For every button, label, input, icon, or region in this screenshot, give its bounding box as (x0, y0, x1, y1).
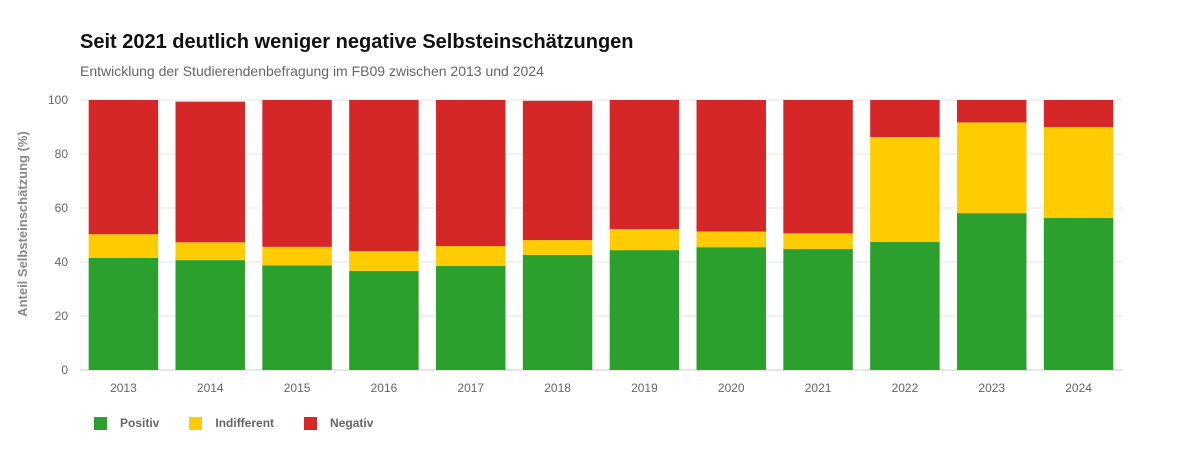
legend-item-indifferent[interactable]: Indifferent (189, 416, 274, 430)
bar-positiv-2015 (262, 265, 332, 370)
bar-negativ-2020 (696, 100, 766, 232)
bar-indifferent-2024 (1043, 127, 1114, 218)
y-tick-label: 0 (61, 363, 68, 377)
bar-positiv-2022 (870, 242, 940, 370)
bar-indifferent-2023 (957, 122, 1027, 214)
legend-item-positiv[interactable]: Positiv (94, 416, 159, 430)
bar-negativ-2018 (522, 100, 593, 241)
bar-indifferent-2017 (436, 246, 506, 266)
x-tick-label: 2018 (544, 381, 571, 395)
bar-indifferent-2016 (349, 251, 419, 271)
x-tick-label: 2023 (978, 381, 1005, 395)
bar-positiv-2017 (436, 265, 506, 370)
bar-positiv-2018 (522, 254, 593, 370)
bar-positiv-2016 (349, 270, 419, 370)
bar-positiv-2020 (696, 247, 766, 370)
legend-label: Indifferent (215, 416, 275, 430)
bar-negativ-2017 (436, 100, 506, 247)
grid-lines (80, 99, 1122, 371)
bars (88, 100, 1114, 370)
y-axis-label: Anteil Selbsteinschätzung (%) (15, 131, 30, 317)
bar-indifferent-2022 (870, 136, 940, 243)
x-tick-label: 2019 (631, 381, 658, 395)
bar-indifferent-2015 (262, 246, 332, 266)
bar-positiv-2014 (175, 260, 245, 370)
x-tick-label: 2021 (805, 381, 832, 395)
chart-subtitle: Entwicklung der Studierendenbefragung im… (80, 63, 544, 79)
bar-negativ-2019 (609, 100, 680, 230)
legend-item-negativ[interactable]: Negativ (304, 416, 373, 430)
bar-indifferent-2018 (522, 240, 593, 255)
bar-positiv-2021 (783, 249, 853, 370)
bar-positiv-2019 (609, 250, 680, 370)
bar-negativ-2015 (262, 100, 332, 247)
x-tick-label: 2015 (284, 381, 311, 395)
x-tick-label: 2014 (197, 381, 224, 395)
legend-swatch (94, 416, 107, 430)
bar-positiv-2024 (1043, 217, 1114, 370)
bar-indifferent-2021 (783, 233, 853, 250)
legend-label: Negativ (330, 416, 374, 430)
legend-swatch (189, 416, 203, 430)
bar-negativ-2024 (1043, 100, 1114, 127)
x-tick-label: 2013 (110, 381, 137, 395)
chart-title: Seit 2021 deutlich weniger negative Selb… (80, 31, 634, 53)
y-tick-label: 20 (55, 309, 69, 323)
chart-legend: Positiv Indifferent Negativ (94, 416, 373, 430)
bar-positiv-2023 (957, 213, 1027, 370)
x-tick-label: 2016 (371, 381, 398, 395)
bar-indifferent-2019 (609, 229, 680, 251)
y-tick-labels: 0 20 40 60 80 100 (48, 93, 68, 377)
bar-negativ-2022 (870, 100, 940, 137)
bar-negativ-2014 (175, 101, 245, 243)
legend-swatch (304, 416, 318, 430)
bar-negativ-2016 (349, 100, 419, 252)
bar-negativ-2013 (88, 100, 159, 235)
x-tick-label: 2017 (457, 381, 484, 395)
bar-positiv-2013 (88, 257, 159, 370)
bar-indifferent-2014 (175, 242, 245, 261)
x-tick-label: 2024 (1065, 381, 1092, 395)
x-tick-labels: 2013 2014 2015 2016 2017 2018 2019 2020 2021 2022… (110, 381, 1092, 395)
bar-negativ-2023 (957, 100, 1027, 123)
x-tick-label: 2022 (892, 381, 919, 395)
y-tick-label: 100 (48, 93, 68, 107)
y-tick-label: 40 (55, 255, 69, 269)
y-tick-label: 60 (55, 201, 69, 215)
y-tick-label: 80 (55, 147, 69, 161)
legend-label: Positiv (120, 416, 160, 430)
bar-negativ-2021 (783, 100, 853, 234)
x-tick-label: 2020 (718, 381, 745, 395)
bar-indifferent-2020 (696, 231, 766, 248)
bar-indifferent-2013 (88, 234, 159, 258)
